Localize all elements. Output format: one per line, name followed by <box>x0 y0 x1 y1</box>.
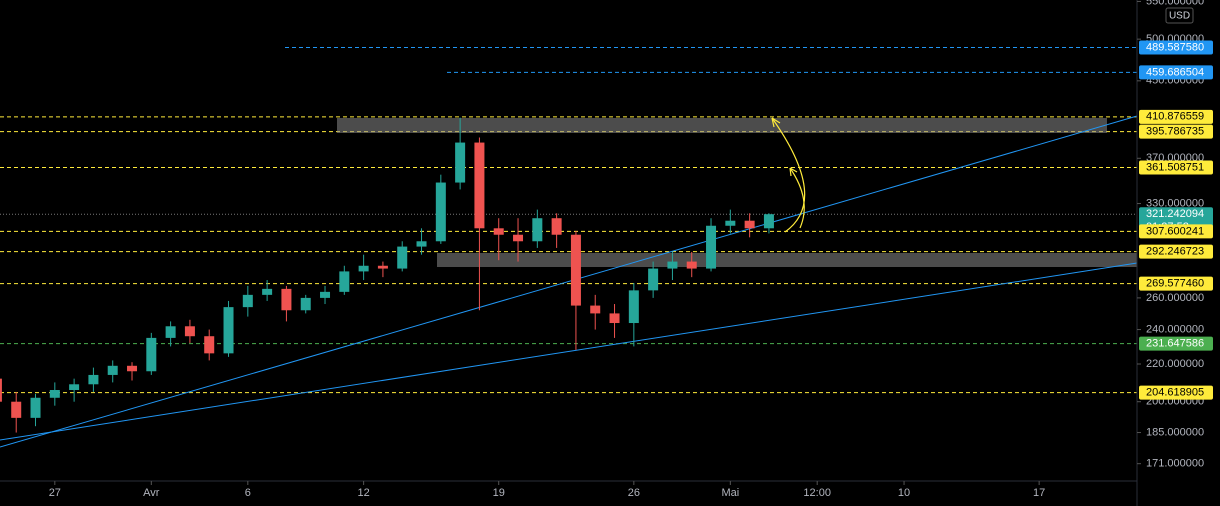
candle-body <box>706 225 717 269</box>
candle-body <box>725 220 736 226</box>
trendline <box>0 262 1138 441</box>
price-label-box <box>1139 160 1213 175</box>
y-tick-label: 185.000000 <box>1146 426 1204 438</box>
candle-body <box>609 313 620 324</box>
candle-body <box>88 374 99 385</box>
price-label-box <box>1139 65 1213 80</box>
candle-body <box>339 271 350 292</box>
candle-body <box>242 294 253 308</box>
candle-body <box>455 142 466 183</box>
candle-body <box>532 218 543 242</box>
candles <box>0 117 774 433</box>
candle-body <box>493 228 504 235</box>
price-label: 459.686504 <box>1146 66 1204 78</box>
arrow <box>789 167 805 229</box>
candle-body <box>300 297 311 311</box>
x-tick-label: Mai <box>721 487 739 499</box>
price-label-box <box>1139 124 1213 139</box>
candle-body <box>648 268 659 291</box>
candle-body <box>667 261 678 269</box>
candle-body <box>513 234 524 242</box>
price-label: 489.587580 <box>1146 41 1204 53</box>
candle-body <box>686 261 697 269</box>
candle-body <box>281 288 292 311</box>
arrow-head <box>789 167 798 177</box>
axes: 550.000000500.000000450.000000370.000000… <box>49 0 1213 499</box>
price-label: 269.577460 <box>1146 277 1204 289</box>
price-label: 410.876559 <box>1146 111 1204 123</box>
candle-body <box>30 397 41 418</box>
price-label-box <box>1139 244 1213 259</box>
price-label: 307.600241 <box>1146 225 1204 237</box>
candle-body <box>204 336 215 354</box>
price-label-box <box>1139 385 1213 400</box>
price-label-box <box>1139 276 1213 291</box>
price-label: 321.242094 <box>1146 208 1204 220</box>
price-label: 231.647586 <box>1146 337 1204 349</box>
candle-body <box>11 401 22 418</box>
candle-body <box>570 234 581 306</box>
y-tick-label: 550.000000 <box>1146 0 1204 7</box>
y-tick-label: 171.000000 <box>1146 458 1204 470</box>
candle-body <box>223 307 234 354</box>
candle-body <box>49 390 60 398</box>
candle-body <box>628 290 639 324</box>
candle-body <box>358 265 369 272</box>
price-label: 292.246723 <box>1146 246 1204 258</box>
candle-body <box>763 214 774 229</box>
price-label-box <box>1139 109 1213 124</box>
currency: USD <box>1169 11 1190 22</box>
x-tick-label: 10 <box>898 487 910 499</box>
plot-layers <box>0 46 1137 394</box>
x-tick-label: 12:00 <box>803 487 831 499</box>
y-tick-label: 220.000000 <box>1146 358 1204 370</box>
x-tick-label: 27 <box>49 487 61 499</box>
x-tick-label: 26 <box>628 487 640 499</box>
candle-body <box>107 365 118 375</box>
candle-body <box>69 384 80 391</box>
candle-body <box>416 241 427 247</box>
candle-body <box>0 378 2 402</box>
arrow <box>771 117 806 233</box>
support-zone <box>437 253 1137 267</box>
candle-body <box>127 365 138 372</box>
candle-body <box>262 288 273 295</box>
x-tick-label: 6 <box>245 487 251 499</box>
candle-body <box>435 182 446 242</box>
currency-box <box>1165 7 1194 24</box>
trendline <box>0 115 1138 448</box>
y-tick-label: 260.000000 <box>1146 292 1204 304</box>
candle-body <box>744 220 755 229</box>
x-tick-label: 17 <box>1033 487 1045 499</box>
candle-body <box>146 337 157 372</box>
candle-body <box>320 291 331 298</box>
candle-body <box>165 326 176 338</box>
candle-body <box>551 218 562 235</box>
price-label-box <box>1139 224 1213 239</box>
candle-body <box>377 265 388 269</box>
candle-body <box>184 326 195 337</box>
price-label-box <box>1139 40 1213 55</box>
candle-body <box>397 246 408 269</box>
x-tick-label: 12 <box>357 487 369 499</box>
price-label-box <box>1139 336 1213 351</box>
price-label: 204.618905 <box>1146 387 1204 399</box>
price-label: 395.786735 <box>1146 126 1204 138</box>
resistance-zone <box>337 118 1107 133</box>
price-label: 361.508751 <box>1146 161 1204 173</box>
x-tick-label: 19 <box>493 487 505 499</box>
arrow-head <box>771 117 781 128</box>
candle-body <box>590 305 601 314</box>
x-tick-label: Avr <box>143 487 160 499</box>
candle-body <box>474 142 485 229</box>
y-tick-label: 330.000000 <box>1146 197 1204 209</box>
y-tick-label: 240.000000 <box>1146 323 1204 335</box>
